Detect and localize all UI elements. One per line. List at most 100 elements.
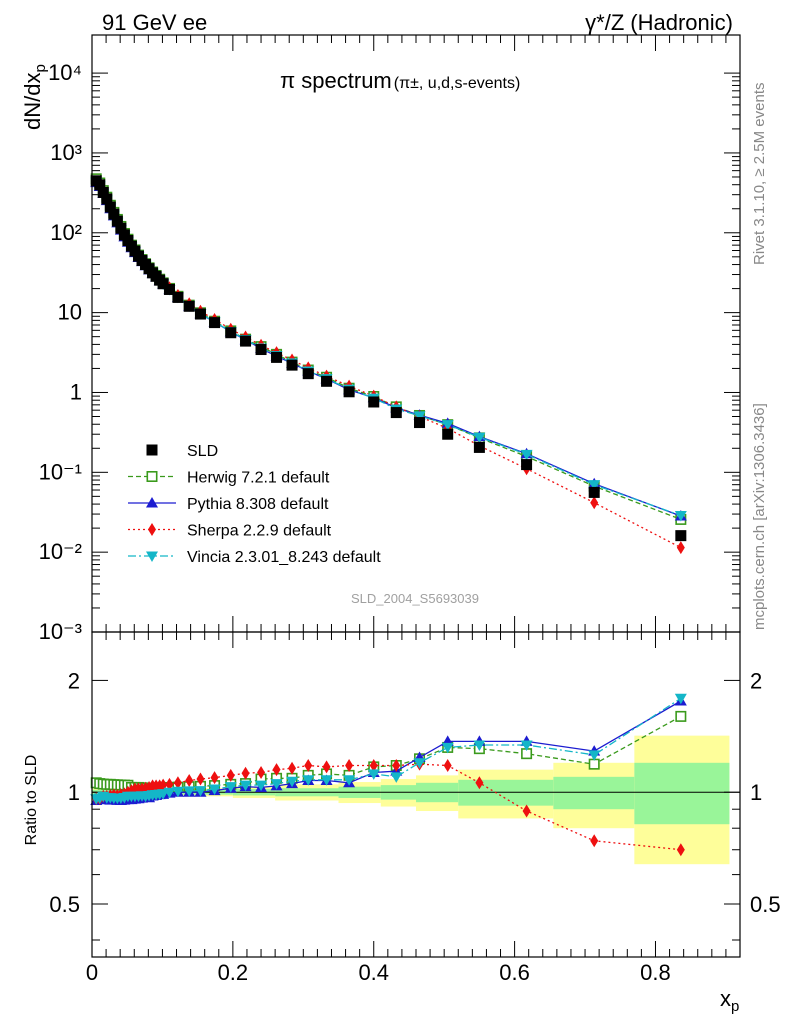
- point-sld: [473, 441, 485, 453]
- ratio-line-vincia: [96, 697, 682, 800]
- ratio-point-sherpa: [196, 772, 205, 786]
- legend-marker-sld: [146, 444, 158, 456]
- y-tick-label: 10³: [50, 140, 82, 165]
- main-y-ticks: 10⁻³ 10⁻² 10⁻¹ 1 10 10² 10³ 10⁴: [39, 60, 740, 644]
- header-right: γ*/Z (Hadronic): [585, 10, 733, 35]
- x-ticks: 0 0.2 0.4 0.6 0.8: [86, 35, 727, 985]
- ratio-point-vincia: [367, 769, 380, 780]
- point-sld: [255, 344, 267, 356]
- ratio-point-sherpa: [226, 768, 235, 782]
- point-sld: [163, 283, 175, 295]
- ratio-y-ticks: 0.5 0.5 1 1 2 2: [49, 668, 781, 941]
- point-sld: [343, 386, 355, 398]
- point-sld: [104, 201, 116, 213]
- x-axis-label-main: x: [720, 986, 731, 1011]
- main-panel: 10⁻³ 10⁻² 10⁻¹ 1 10 10² 10³ 10⁴: [39, 34, 741, 644]
- ratio-point-sherpa: [165, 777, 174, 791]
- ratio-point-sherpa: [475, 776, 484, 790]
- ratio-tick-label-left: 2: [68, 668, 80, 693]
- y-tick-label: 10⁻²: [39, 539, 82, 564]
- ratio-point-sherpa: [590, 834, 599, 848]
- point-sld: [588, 486, 600, 498]
- legend-marker-pythia: [146, 497, 158, 508]
- header-right-suffix: (Hadronic): [630, 10, 733, 35]
- x-tick-label: 0.8: [640, 960, 671, 985]
- point-vincia: [413, 411, 426, 422]
- ratio-point-vincia: [520, 740, 533, 752]
- series-line-herwig: [95, 178, 682, 521]
- ratio-point-vincia: [183, 786, 196, 797]
- ratio-series: [90, 693, 687, 857]
- point-vincia: [674, 510, 687, 522]
- ratio-point-sherpa: [288, 761, 297, 775]
- ratio-tick-label-right: 2: [750, 668, 762, 693]
- ratio-tick-label-left: 0.5: [49, 892, 80, 917]
- series-line-pythia: [95, 182, 682, 517]
- ratio-point-sherpa: [185, 774, 194, 788]
- legend-label-sherpa: Sherpa 2.2.9 default: [187, 523, 332, 540]
- ratio-point-vincia: [302, 775, 315, 786]
- point-sld: [209, 317, 221, 329]
- point-sld: [271, 351, 283, 363]
- y-tick-label: 10⁻³: [39, 619, 82, 644]
- point-sld: [368, 396, 380, 408]
- point-vincia: [520, 449, 533, 461]
- ratio-point-vincia: [390, 772, 403, 783]
- y-axis-label-sub: p: [32, 64, 49, 72]
- x-tick-label: 0.6: [499, 960, 530, 985]
- ratio-point-vincia: [674, 693, 687, 705]
- legend-marker-herwig: [146, 470, 158, 482]
- ratio-point-sherpa: [210, 771, 219, 785]
- point-sld: [675, 530, 687, 542]
- point-sld: [101, 193, 113, 205]
- legend-label-sld: SLD: [187, 443, 218, 460]
- plot-title-main: π spectrum: [280, 68, 392, 93]
- ratio-point-sherpa: [304, 759, 313, 773]
- y-axis-label: dN/dxp: [20, 64, 49, 130]
- point-sherpa: [676, 541, 685, 555]
- point-sld: [122, 235, 134, 247]
- point-sld: [172, 291, 184, 303]
- x-axis-label: xp: [720, 986, 739, 1015]
- point-sld: [108, 208, 120, 220]
- uncertainty-band-inner: [634, 762, 730, 825]
- point-vincia: [473, 432, 486, 444]
- point-sld: [94, 179, 106, 191]
- series-line-vincia: [95, 181, 682, 517]
- point-sld: [183, 300, 195, 312]
- x-axis-label-sub: p: [731, 998, 739, 1015]
- ratio-point-vincia: [239, 780, 252, 792]
- ratio-point-vincia: [208, 784, 221, 796]
- point-sld: [157, 278, 169, 290]
- x-tick-label: 0: [86, 960, 98, 985]
- y-tick-label: 10⁴: [48, 60, 82, 85]
- ratio-point-sherpa: [369, 759, 378, 773]
- x-tick-label: 0.4: [358, 960, 389, 985]
- legend-label-herwig: Herwig 7.2.1 default: [187, 470, 330, 487]
- ratio-tick-label-right: 1: [750, 780, 762, 805]
- header-left: 91 GeV ee: [102, 10, 207, 35]
- ratio-point-vincia: [270, 779, 283, 790]
- legend-marker-vincia: [146, 551, 158, 562]
- x-tick-label: 0.2: [218, 960, 249, 985]
- ratio-point-herwig: [675, 710, 687, 722]
- point-sld: [111, 215, 123, 227]
- ratio-point-vincia: [320, 775, 333, 786]
- point-sld: [118, 229, 130, 241]
- point-sld: [521, 459, 533, 471]
- uncertainty-band-inner: [458, 779, 554, 806]
- ratio-point-vincia: [343, 775, 356, 786]
- point-sld: [240, 335, 252, 347]
- ratio-point-vincia: [224, 782, 237, 793]
- point-sld: [115, 222, 127, 234]
- legend: SLD Herwig 7.2.1 default Pythia 8.308 defa…: [128, 443, 381, 566]
- ratio-point-sherpa: [257, 765, 266, 779]
- y-tick-label: 10: [58, 300, 82, 325]
- point-sld: [414, 417, 426, 429]
- point-sld: [97, 186, 109, 198]
- ratio-point-vincia: [473, 740, 486, 752]
- side-rivet-label: Rivet 3.1.10, ≥ 2.5M events: [751, 83, 768, 266]
- legend-marker-sherpa: [148, 523, 156, 536]
- main-series: [90, 173, 687, 555]
- ratio-point-sherpa: [241, 766, 250, 780]
